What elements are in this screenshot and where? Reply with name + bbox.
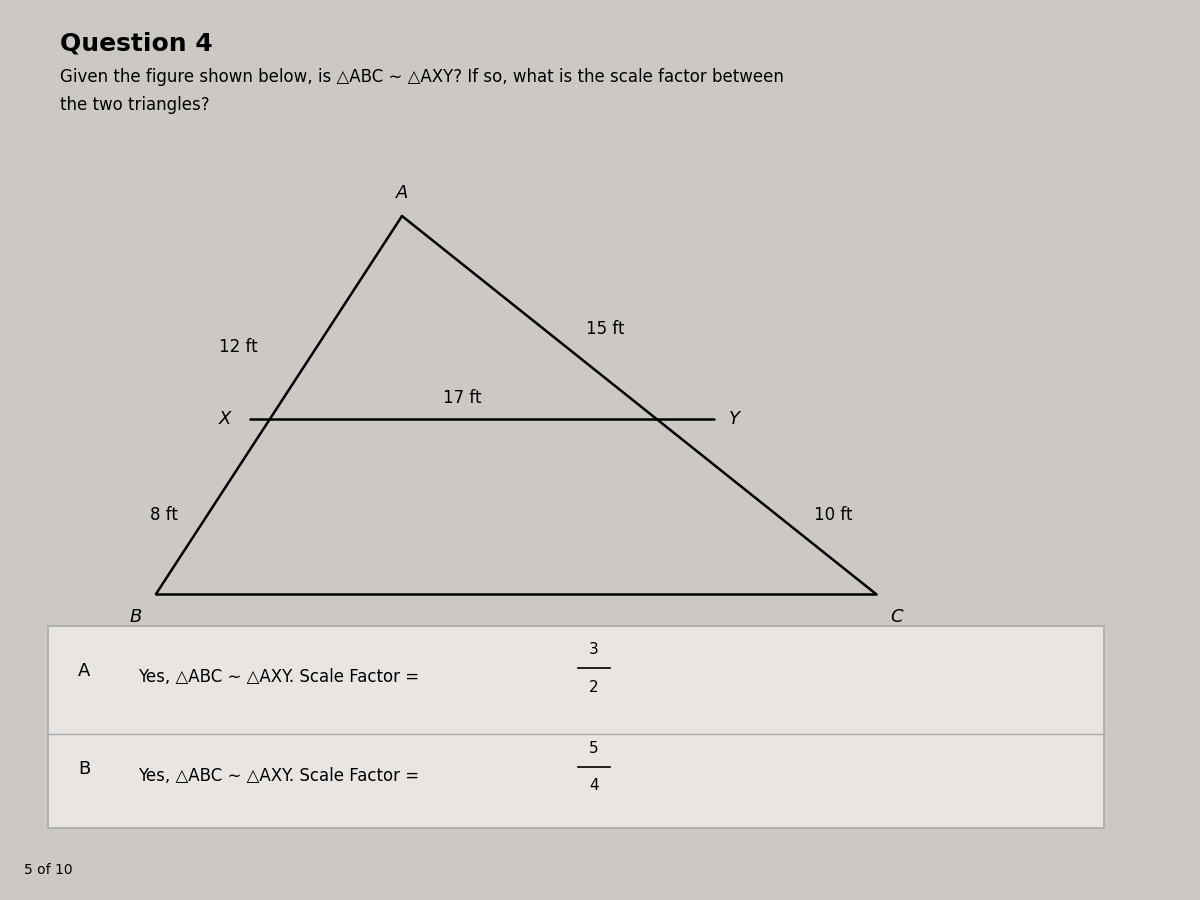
FancyBboxPatch shape: [48, 626, 1104, 828]
Text: 4: 4: [589, 778, 599, 794]
Text: 17 ft: 17 ft: [443, 389, 481, 407]
Text: Given the figure shown below, is △ABC ∼ △AXY? If so, what is the scale factor be: Given the figure shown below, is △ABC ∼ …: [60, 68, 784, 86]
Text: 10 ft: 10 ft: [814, 506, 852, 524]
Text: Yes, △ABC ∼ △AXY. Scale Factor =: Yes, △ABC ∼ △AXY. Scale Factor =: [138, 767, 425, 785]
Text: 5 of 10: 5 of 10: [24, 863, 73, 878]
Text: 12 ft: 12 ft: [220, 338, 258, 356]
Text: A: A: [78, 662, 90, 680]
Text: 2: 2: [589, 680, 599, 695]
Text: Yes, △ABC ∼ △AXY. Scale Factor =: Yes, △ABC ∼ △AXY. Scale Factor =: [138, 668, 425, 686]
Text: the two triangles?: the two triangles?: [60, 96, 210, 114]
Text: B: B: [130, 608, 142, 625]
Text: A: A: [396, 184, 408, 202]
Text: 8 ft: 8 ft: [150, 506, 178, 524]
Text: C: C: [890, 608, 904, 625]
Text: 5: 5: [589, 741, 599, 756]
Text: Question 4: Question 4: [60, 32, 212, 56]
Text: B: B: [78, 760, 90, 778]
Text: 15 ft: 15 ft: [586, 320, 624, 338]
Text: X: X: [220, 410, 232, 427]
Text: 3: 3: [589, 642, 599, 657]
Text: Y: Y: [728, 410, 739, 427]
